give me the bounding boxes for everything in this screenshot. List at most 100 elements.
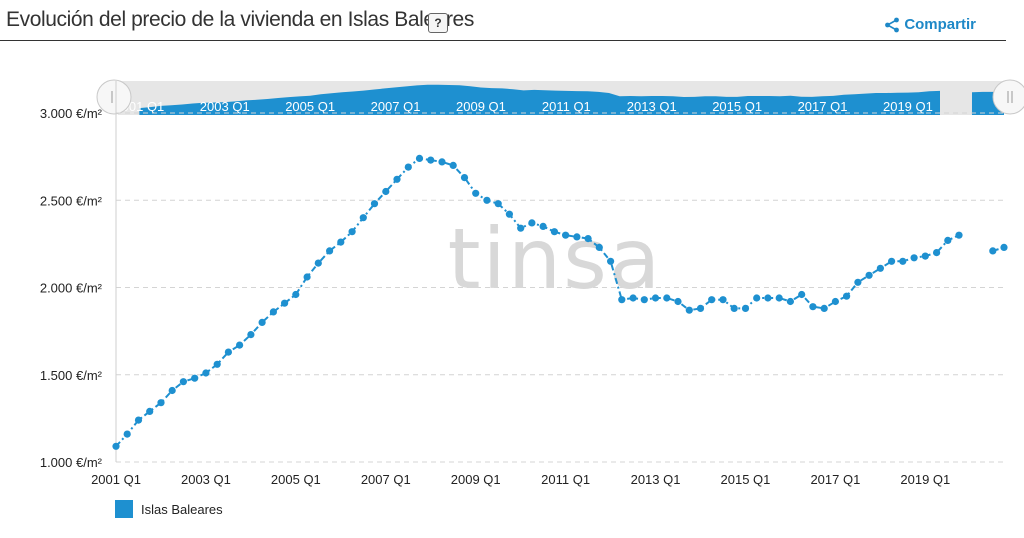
series-line: [115, 157, 960, 447]
data-point: [741, 304, 750, 312]
data-point: [303, 273, 311, 281]
data-point: [146, 407, 154, 415]
handle-knob: [96, 79, 132, 115]
help-icon[interactable]: ?: [428, 13, 448, 33]
navigator-tick-label: 2009 Q1: [456, 99, 506, 114]
data-point: [359, 214, 367, 222]
data-point: [888, 257, 896, 265]
data-point: [933, 249, 941, 257]
data-point: [573, 233, 581, 241]
data-point: [910, 254, 918, 262]
x-tick-label: 2011 Q1: [541, 472, 590, 487]
y-tick-label: 1.500 €/m²: [40, 368, 103, 383]
x-tick-label: 2005 Q1: [271, 472, 321, 487]
x-tick-label: 2001 Q1: [91, 472, 141, 487]
data-point: [370, 200, 379, 208]
data-point: [550, 228, 559, 236]
navigator-tick-label: 2017 Q1: [798, 99, 848, 114]
data-point: [607, 257, 615, 265]
data-point: [989, 247, 997, 255]
data-point: [247, 331, 255, 339]
navigator[interactable]: 2001 Q1 2003 Q1 2005 Q1 2007 Q1 2009 Q1 2011 …: [96, 79, 1024, 115]
y-tick-label: 3.000 €/m²: [40, 106, 103, 121]
data-point: [292, 290, 300, 299]
data-point: [921, 252, 929, 260]
data-point: [112, 442, 120, 450]
data-point: [584, 235, 592, 243]
share-button[interactable]: Compartir: [884, 16, 976, 33]
data-point: [483, 196, 491, 204]
data-point: [685, 306, 693, 314]
navigator-handle-right[interactable]: [992, 79, 1024, 115]
data-point: [404, 163, 412, 171]
data-point: [179, 378, 187, 386]
legend-label: Islas Baleares: [141, 501, 223, 517]
data-point: [438, 158, 446, 166]
data-point: [191, 374, 199, 382]
data-point: [393, 175, 401, 183]
data-point: [876, 264, 885, 272]
legend[interactable]: Islas Baleares: [115, 500, 223, 518]
x-tick-label: 2003 Q1: [181, 472, 231, 487]
data-point: [843, 292, 851, 300]
y-tick-label: 1.000 €/m²: [40, 455, 103, 470]
data-point: [764, 294, 772, 302]
series-islas-baleares[interactable]: [112, 154, 1008, 450]
data-point: [899, 257, 907, 265]
data-point: [831, 297, 840, 306]
navigator-handle-left[interactable]: [96, 79, 132, 115]
data-point: [562, 231, 570, 239]
data-point: [539, 222, 547, 230]
data-point: [854, 278, 862, 286]
data-point: [595, 243, 603, 251]
y-tick-label: 2.000 €/m²: [40, 281, 103, 296]
data-point: [944, 236, 952, 244]
data-point: [202, 369, 210, 377]
data-point: [528, 219, 536, 227]
x-tick-label: 2007 Q1: [361, 472, 411, 487]
x-tick-label: 2015 Q1: [721, 472, 771, 487]
data-point: [157, 399, 165, 407]
data-point: [168, 386, 176, 395]
data-point: [236, 341, 244, 349]
data-point: [326, 247, 334, 255]
navigator-tick-label: 2011 Q1: [542, 99, 591, 114]
data-point: [472, 189, 480, 197]
data-point: [775, 294, 783, 302]
x-axis: 2001 Q1 2003 Q1 2005 Q1 2007 Q1 2009 Q1 2011 …: [91, 472, 950, 487]
navigator-area: [139, 84, 1005, 115]
data-point: [730, 304, 738, 312]
data-point: [663, 294, 671, 302]
data-point: [865, 271, 873, 279]
share-label: Compartir: [904, 16, 976, 33]
watermark: tinsa: [448, 210, 663, 308]
handle-knob: [992, 79, 1024, 115]
data-point: [708, 296, 716, 304]
data-point: [820, 304, 828, 312]
data-point: [123, 430, 131, 438]
data-point: [629, 294, 637, 302]
navigator-tick-label: 2007 Q1: [371, 99, 421, 114]
data-point: [382, 187, 390, 196]
data-point: [224, 348, 232, 356]
data-point: [696, 304, 705, 312]
price-chart: 2001 Q1 2003 Q1 2005 Q1 2007 Q1 2009 Q1 2011 …: [40, 79, 1024, 487]
data-point: [314, 259, 322, 267]
data-point: [1000, 243, 1008, 251]
navigator-tick-label: 2005 Q1: [285, 99, 335, 114]
navigator-tick-label: 2015 Q1: [712, 99, 762, 114]
x-tick-label: 2019 Q1: [900, 472, 950, 487]
y-axis: 1.000 €/m² 1.500 €/m² 2.000 €/m² 2.500 €/m²…: [40, 81, 117, 470]
data-point: [753, 294, 761, 302]
data-point: [348, 228, 356, 236]
data-point: [798, 290, 806, 299]
data-point: [651, 294, 660, 302]
data-point: [955, 231, 963, 239]
navigator-tick-label: 2013 Q1: [627, 99, 677, 114]
data-point: [213, 360, 221, 368]
x-tick-label: 2013 Q1: [631, 472, 681, 487]
data-point: [517, 224, 525, 232]
x-tick-label: 2009 Q1: [451, 472, 501, 487]
navigator-labels: 2001 Q1 2003 Q1 2005 Q1 2007 Q1 2009 Q1 2011 …: [114, 99, 932, 114]
navigator-tick-label: 2019 Q1: [883, 99, 933, 114]
